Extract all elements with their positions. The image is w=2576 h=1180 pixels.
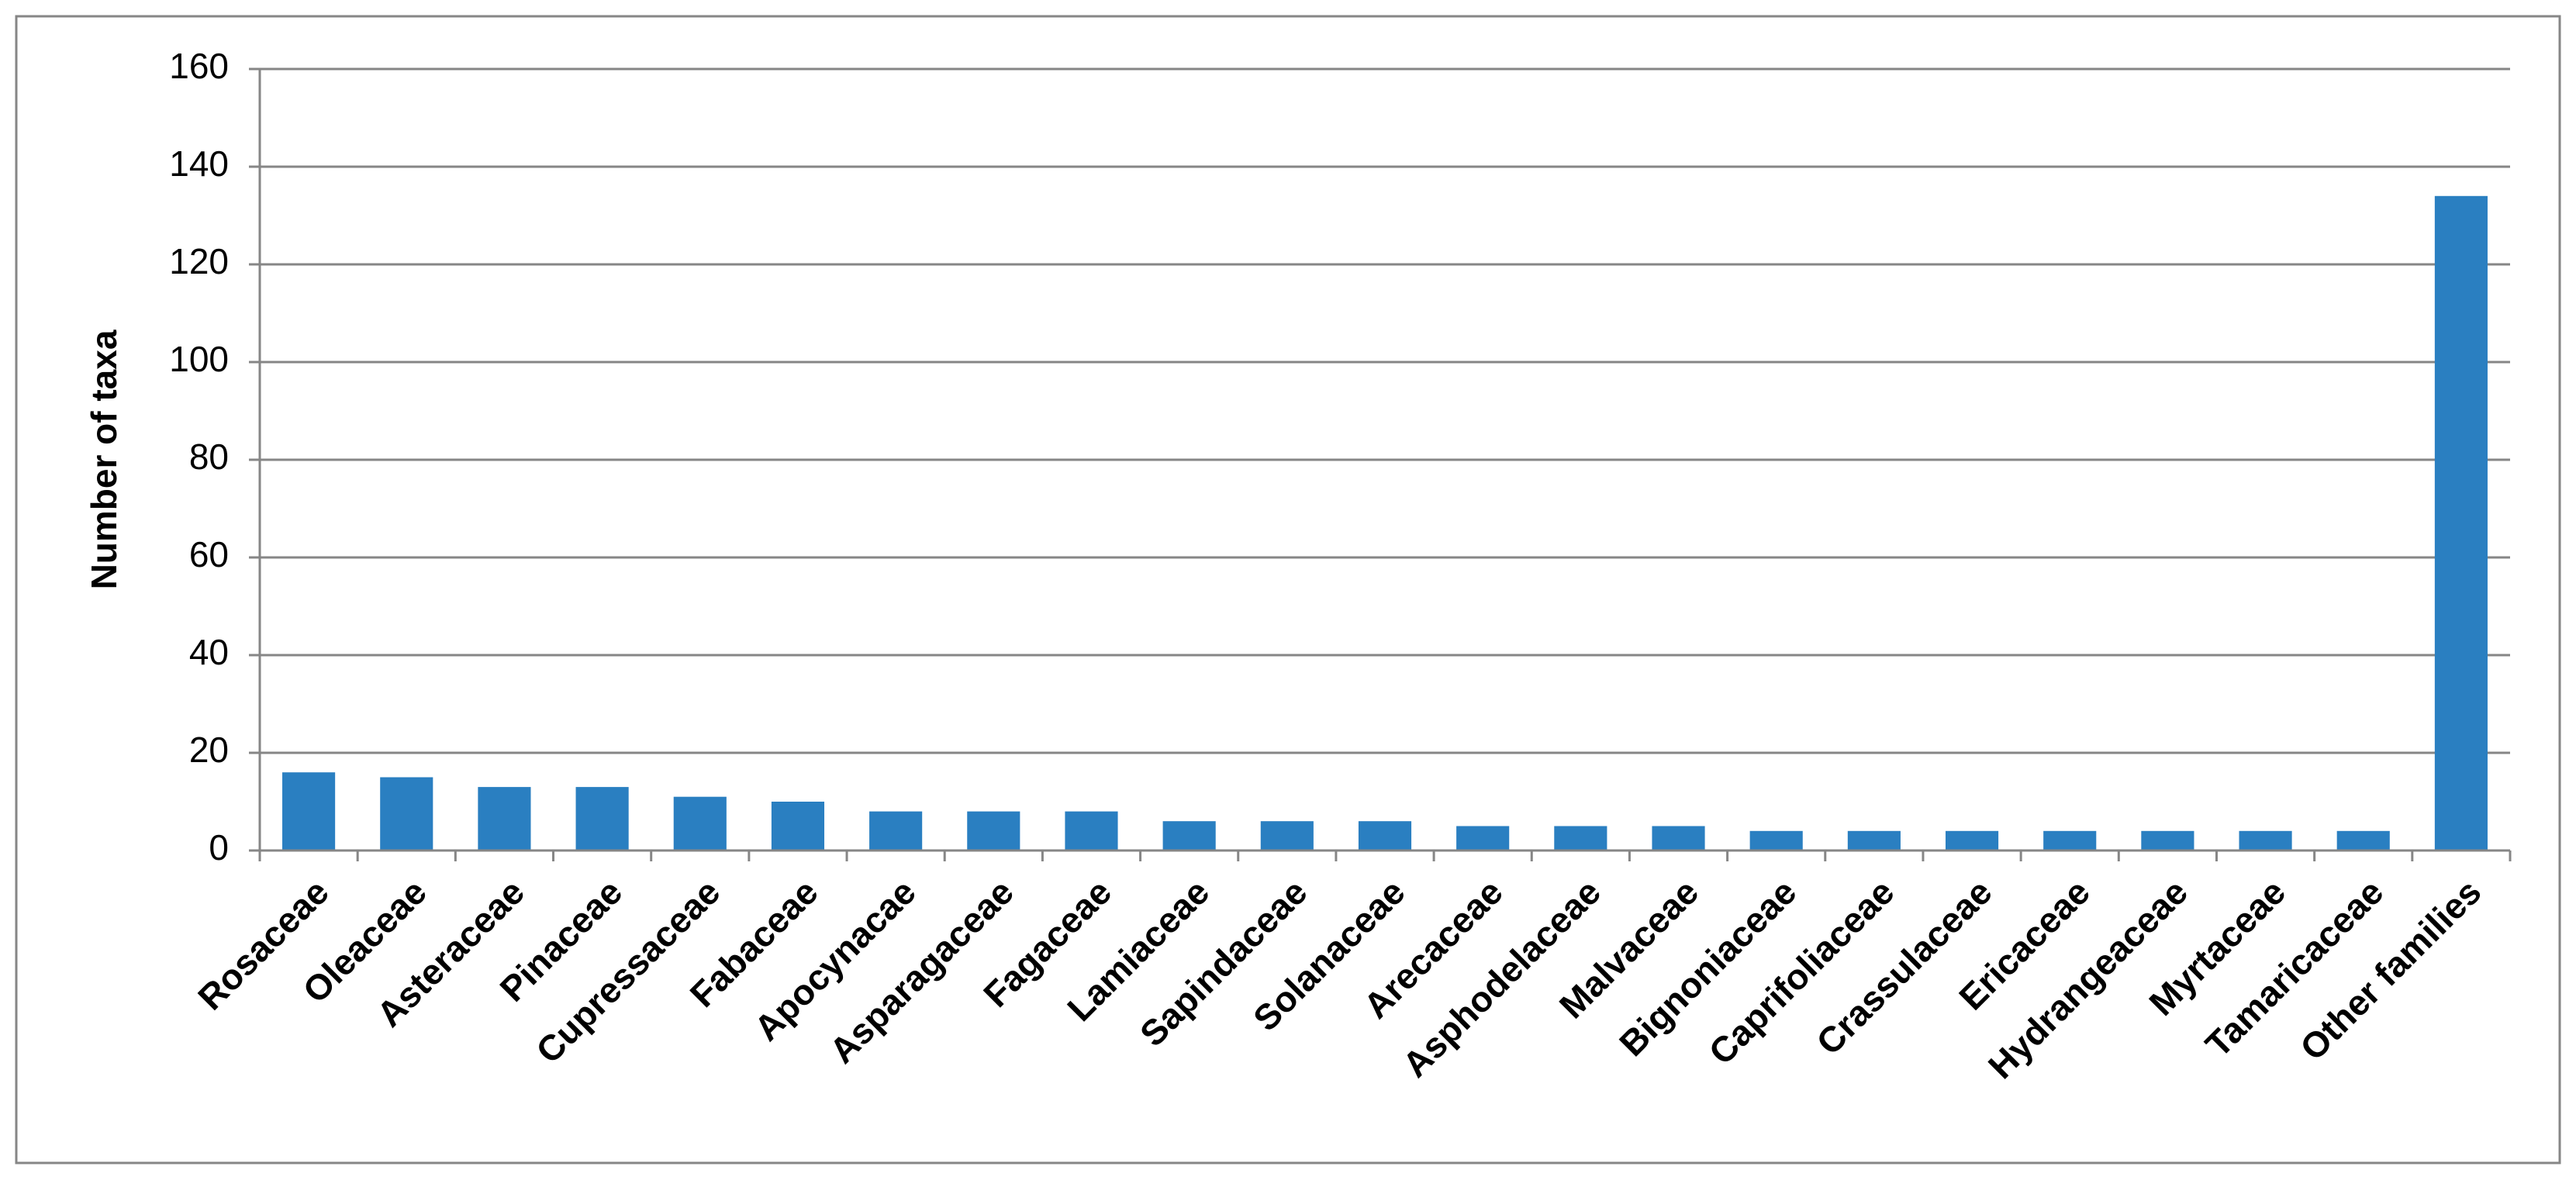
bar (771, 802, 825, 850)
y-tick-label: 60 (189, 534, 229, 574)
bar (1456, 826, 1510, 850)
bar (282, 772, 336, 850)
bar (2239, 830, 2292, 850)
bar (1652, 826, 1705, 850)
bar (673, 796, 727, 850)
bar (1847, 830, 1901, 850)
bar (1065, 811, 1118, 850)
y-tick-label: 120 (169, 241, 229, 281)
y-tick-label: 40 (189, 632, 229, 672)
bar (478, 787, 531, 850)
bar (1945, 830, 1999, 850)
y-axis-label: Number of taxa (84, 330, 124, 589)
bar (967, 811, 1020, 850)
bar (2043, 830, 2097, 850)
bar (1358, 821, 1412, 850)
chart-border (15, 15, 2561, 1164)
bar (575, 787, 629, 850)
bar (2336, 830, 2390, 850)
bar (1260, 821, 1314, 850)
bar (2434, 195, 2488, 851)
y-tick-label: 80 (189, 436, 229, 477)
bar (1749, 830, 1803, 850)
bar (2141, 830, 2194, 850)
y-tick-label: 140 (169, 143, 229, 184)
y-tick-label: 100 (169, 339, 229, 379)
y-tick-label: 0 (209, 827, 229, 868)
y-tick-label: 160 (169, 46, 229, 86)
bar (1554, 826, 1607, 850)
bar (869, 811, 923, 850)
bar (1162, 821, 1216, 850)
bar (380, 777, 433, 850)
y-tick-label: 20 (189, 730, 229, 770)
